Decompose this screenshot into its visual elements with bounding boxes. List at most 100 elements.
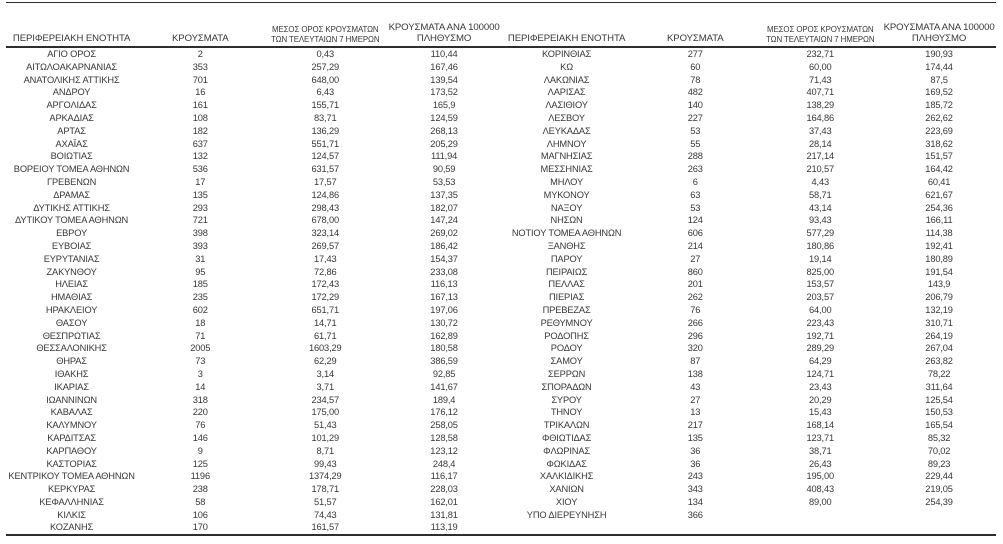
avg7-cell: 43,14 [809, 202, 832, 213]
table-row: ΚΕΡΚΥΡΑΣ 238 178,71 228,03 [6, 483, 501, 496]
per100k-cell: 124,59 [430, 112, 458, 123]
table-row: ΣΥΡΟΥ 27 20,29 125,54 [501, 394, 996, 407]
region-cell: ΑΝΑΤΟΛΙΚΗΣ ΑΤΤΙΚΗΣ [23, 74, 120, 85]
per100k-cell: 151,57 [925, 151, 953, 162]
avg7-cell: 0,43 [316, 49, 335, 59]
per100k-cell: 228,03 [430, 484, 458, 495]
region-cell: ΠΑΡΟΥ [550, 253, 583, 264]
avg7-column-header: ΜΕΣΟΣ ΟΡΟΣ ΚΡΟΥΣΜΑΤΩΝ ΤΩΝ ΤΕΛΕΥΤΑΙΩΝ 7 Η… [758, 3, 883, 48]
cases-cell: 63 [690, 189, 701, 200]
table-row: ΣΕΡΡΩΝ 138 124,71 78,22 [501, 368, 996, 381]
table-row: ΑΝΑΤΟΛΙΚΗΣ ΑΤΤΙΚΗΣ 701 648,00 139,54 [6, 74, 501, 87]
cases-cell: 2 [197, 49, 203, 59]
cases-cell: 135 [687, 432, 703, 443]
avg7-cell: 651,71 [311, 304, 340, 315]
avg7-cell: 192,71 [806, 330, 835, 341]
avg7-cell: 257,29 [311, 61, 340, 72]
table-row: ΘΗΡΑΣ 73 62,29 386,59 [6, 355, 501, 368]
cases-cell: 87 [690, 356, 701, 367]
table-row: ΡΕΘΥΜΝΟΥ 266 223,43 310,71 [501, 317, 996, 330]
avg7-cell: 26,43 [809, 458, 832, 469]
table-row: ΝΟΤΙΟΥ ΤΟΜΕΑ ΑΘΗΝΩΝ 606 577,29 114,38 [501, 227, 996, 240]
region-cell: ΛΕΣΒΟΥ [548, 112, 585, 123]
table-row: ΒΟΙΩΤΙΑΣ 132 124,57 111,94 [6, 150, 501, 163]
avg7-cell: 172,43 [311, 279, 340, 290]
avg7-cell: 172,29 [311, 292, 340, 303]
cases-cell: 220 [192, 407, 208, 418]
table-row: ΚΑΒΑΛΑΣ 220 175,00 176,12 [6, 406, 501, 419]
avg7-cell: 51,57 [314, 496, 337, 507]
avg7-cell: 153,57 [806, 279, 835, 290]
region-cell: ΚΕΦΑΛΛΗΝΙΑΣ [39, 496, 104, 507]
per100k-cell: 150,53 [925, 407, 953, 418]
per100k-cell: 131,81 [430, 509, 458, 520]
avg7-cell: 161,57 [311, 522, 340, 533]
per100k-cell: 162,89 [430, 330, 458, 341]
cases-cell: 536 [192, 164, 208, 175]
region-cell: ΜΕΣΣΗΝΙΑΣ [540, 164, 593, 175]
per100k-cell: 165,54 [925, 420, 953, 431]
per100k-cell: 219,05 [925, 484, 953, 495]
region-cell: ΖΑΚΥΝΘΟΥ [46, 266, 97, 277]
cases-cell: 293 [192, 202, 208, 213]
region-cell: ΜΗΛΟΥ [550, 176, 584, 187]
per100k-cell: 180,58 [430, 343, 458, 354]
cases-cell: 6 [692, 176, 698, 187]
avg7-cell: 23,43 [809, 381, 832, 392]
region-cell: ΔΥΤΙΚΗΣ ΑΤΤΙΚΗΣ [33, 202, 110, 213]
per100k-cell [882, 509, 996, 522]
per100k-cell: 197,06 [430, 304, 458, 315]
per100k-cell: 310,71 [925, 317, 953, 328]
cases-cell: 701 [192, 74, 208, 85]
per100k-cell: 143,9 [927, 279, 951, 290]
avg7-cell: 407,71 [806, 87, 835, 98]
per100k-cell: 263,82 [925, 356, 953, 367]
per100k-column-header: ΚΡΟΥΣΜΑΤΑ ΑΝΑ 100000 ΠΛΗΘΥΣΜΟ [387, 3, 501, 48]
per100k-cell: 116,13 [430, 279, 458, 290]
cases-cell: 124 [687, 215, 703, 226]
region-cell: ΘΕΣΣΑΛΟΝΙΚΗΣ [36, 343, 107, 354]
avg7-cell: 124,86 [311, 189, 340, 200]
avg7-cell: 124,57 [311, 151, 340, 162]
per100k-cell: 123,12 [430, 445, 458, 456]
avg7-cell: 136,29 [311, 125, 340, 136]
table-row: ΣΠΟΡΑΔΩΝ 43 23,43 311,64 [501, 381, 996, 394]
table-row: ΣΑΜΟΥ 87 64,29 263,82 [501, 355, 996, 368]
table-row: ΚΑΡΠΑΘΟΥ 9 8,71 123,12 [6, 445, 501, 458]
table-row: ΔΥΤΙΚΟΥ ΤΟΜΕΑ ΑΘΗΝΩΝ 721 678,00 147,24 [6, 214, 501, 227]
avg7-cell: 210,57 [806, 164, 835, 175]
table-row: ΛΑΡΙΣΑΣ 482 407,71 169,52 [501, 86, 996, 99]
region-cell: ΠΡΕΒΕΖΑΣ [542, 304, 591, 315]
cases-cell: 14 [195, 381, 206, 392]
cases-cell: 320 [687, 343, 703, 354]
per100k-header-line1: ΚΡΟΥΣΜΑΤΑ ΑΝΑ 100000 [388, 22, 500, 33]
cases-cell: 31 [195, 253, 206, 264]
region-cell: ΒΟΙΩΤΙΑΣ [50, 151, 93, 162]
region-cell: ΓΡΕΒΕΝΩΝ [47, 176, 97, 187]
table-row: ΦΩΚΙΔΑΣ 36 26,43 89,23 [501, 458, 996, 471]
table-row: ΕΥΡΥΤΑΝΙΑΣ 31 17,43 154,37 [6, 253, 501, 266]
cases-cell: 214 [687, 240, 703, 251]
per100k-cell: 206,79 [925, 292, 953, 303]
cases-cell: 262 [687, 292, 703, 303]
table-row: ΙΘΑΚΗΣ 3 3,14 92,85 [6, 368, 501, 381]
per100k-cell: 141,67 [430, 381, 458, 392]
region-column-header: ΠΕΡΙΦΕΡΕΙΑΚΗ ΕΝΟΤΗΤΑ [501, 3, 633, 48]
avg7-cell: 323,14 [311, 228, 340, 239]
table-row: ΠΙΕΡΙΑΣ 262 203,57 206,79 [501, 291, 996, 304]
cases-cell: 58 [195, 496, 206, 507]
per100k-cell: 191,54 [925, 266, 953, 277]
region-cell: ΥΠΟ ΔΙΕΡΕΥΝΗΣΗ [526, 509, 607, 520]
per100k-cell: 311,64 [925, 381, 953, 392]
avg7-cell: 234,57 [311, 394, 340, 405]
per100k-cell: 116,17 [430, 471, 458, 482]
per100k-cell: 189,4 [432, 394, 456, 405]
region-cell: ΘΕΣΠΡΩΤΙΑΣ [42, 330, 101, 341]
avg7-cell: 178,71 [311, 484, 340, 495]
avg7-cell: 99,43 [314, 458, 337, 469]
cases-cell: 277 [687, 49, 703, 59]
table-row: ΤΗΝΟΥ 13 15,43 150,53 [501, 406, 996, 419]
per100k-cell: 268,13 [430, 125, 458, 136]
cases-cell: 243 [687, 471, 703, 482]
region-cell: ΘΑΣΟΥ [55, 317, 88, 328]
